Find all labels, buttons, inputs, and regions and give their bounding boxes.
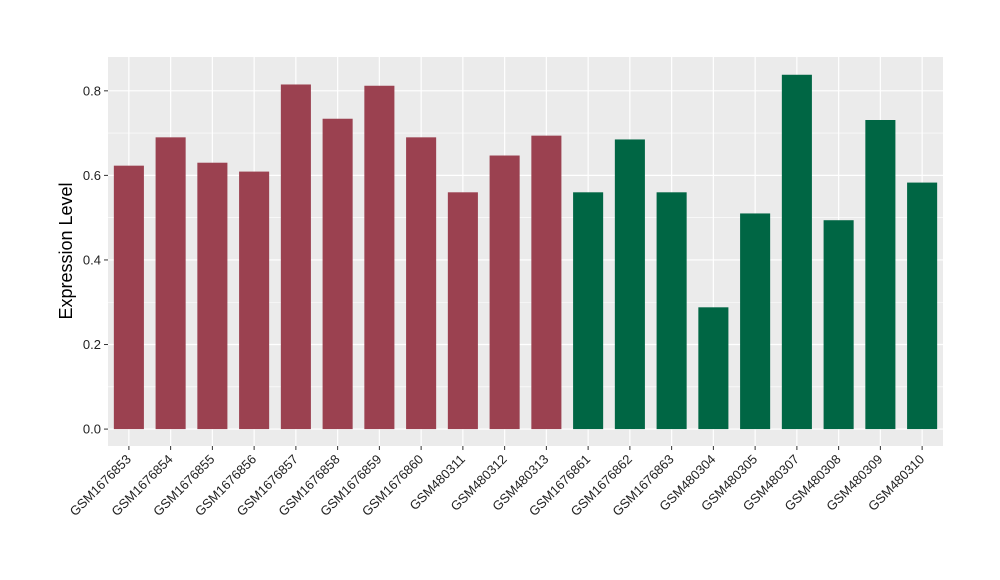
y-axis-title: Expression Level [56,182,76,319]
bar-GSM1676855 [197,162,228,430]
bars [113,74,938,430]
bar-GSM480305 [740,213,771,430]
bar-GSM480312 [489,155,520,430]
bar-GSM480307 [781,74,812,430]
y-tick-label: 0.0 [83,422,101,437]
bar-GSM1676859 [364,85,395,430]
x-axis: GSM1676853GSM1676854GSM1676855GSM1676856… [67,446,927,519]
y-tick-label: 0.2 [83,337,101,352]
bar-GSM1676854 [155,137,186,430]
y-tick-label: 0.6 [83,168,101,183]
y-tick-label: 0.4 [83,252,101,267]
bar-GSM1676857 [280,84,311,430]
plot-panel [108,57,943,446]
bar-GSM1676863 [656,192,687,430]
bar-GSM480304 [698,307,729,430]
bar-GSM1676856 [239,171,270,430]
y-tick-label: 0.8 [83,83,101,98]
bar-GSM480308 [823,220,854,430]
bar-GSM1676861 [573,192,604,430]
bar-GSM1676858 [322,118,353,430]
bar-GSM1676862 [614,139,645,430]
y-axis: 0.0 0.2 0.4 0.6 0.8 [83,83,108,437]
bar-GSM480313 [531,135,562,430]
bar-GSM480309 [865,120,896,430]
bar-GSM1676853 [113,165,144,430]
bar-GSM480311 [447,192,478,430]
bar-GSM1676860 [406,137,437,430]
bar-GSM480310 [907,182,938,430]
